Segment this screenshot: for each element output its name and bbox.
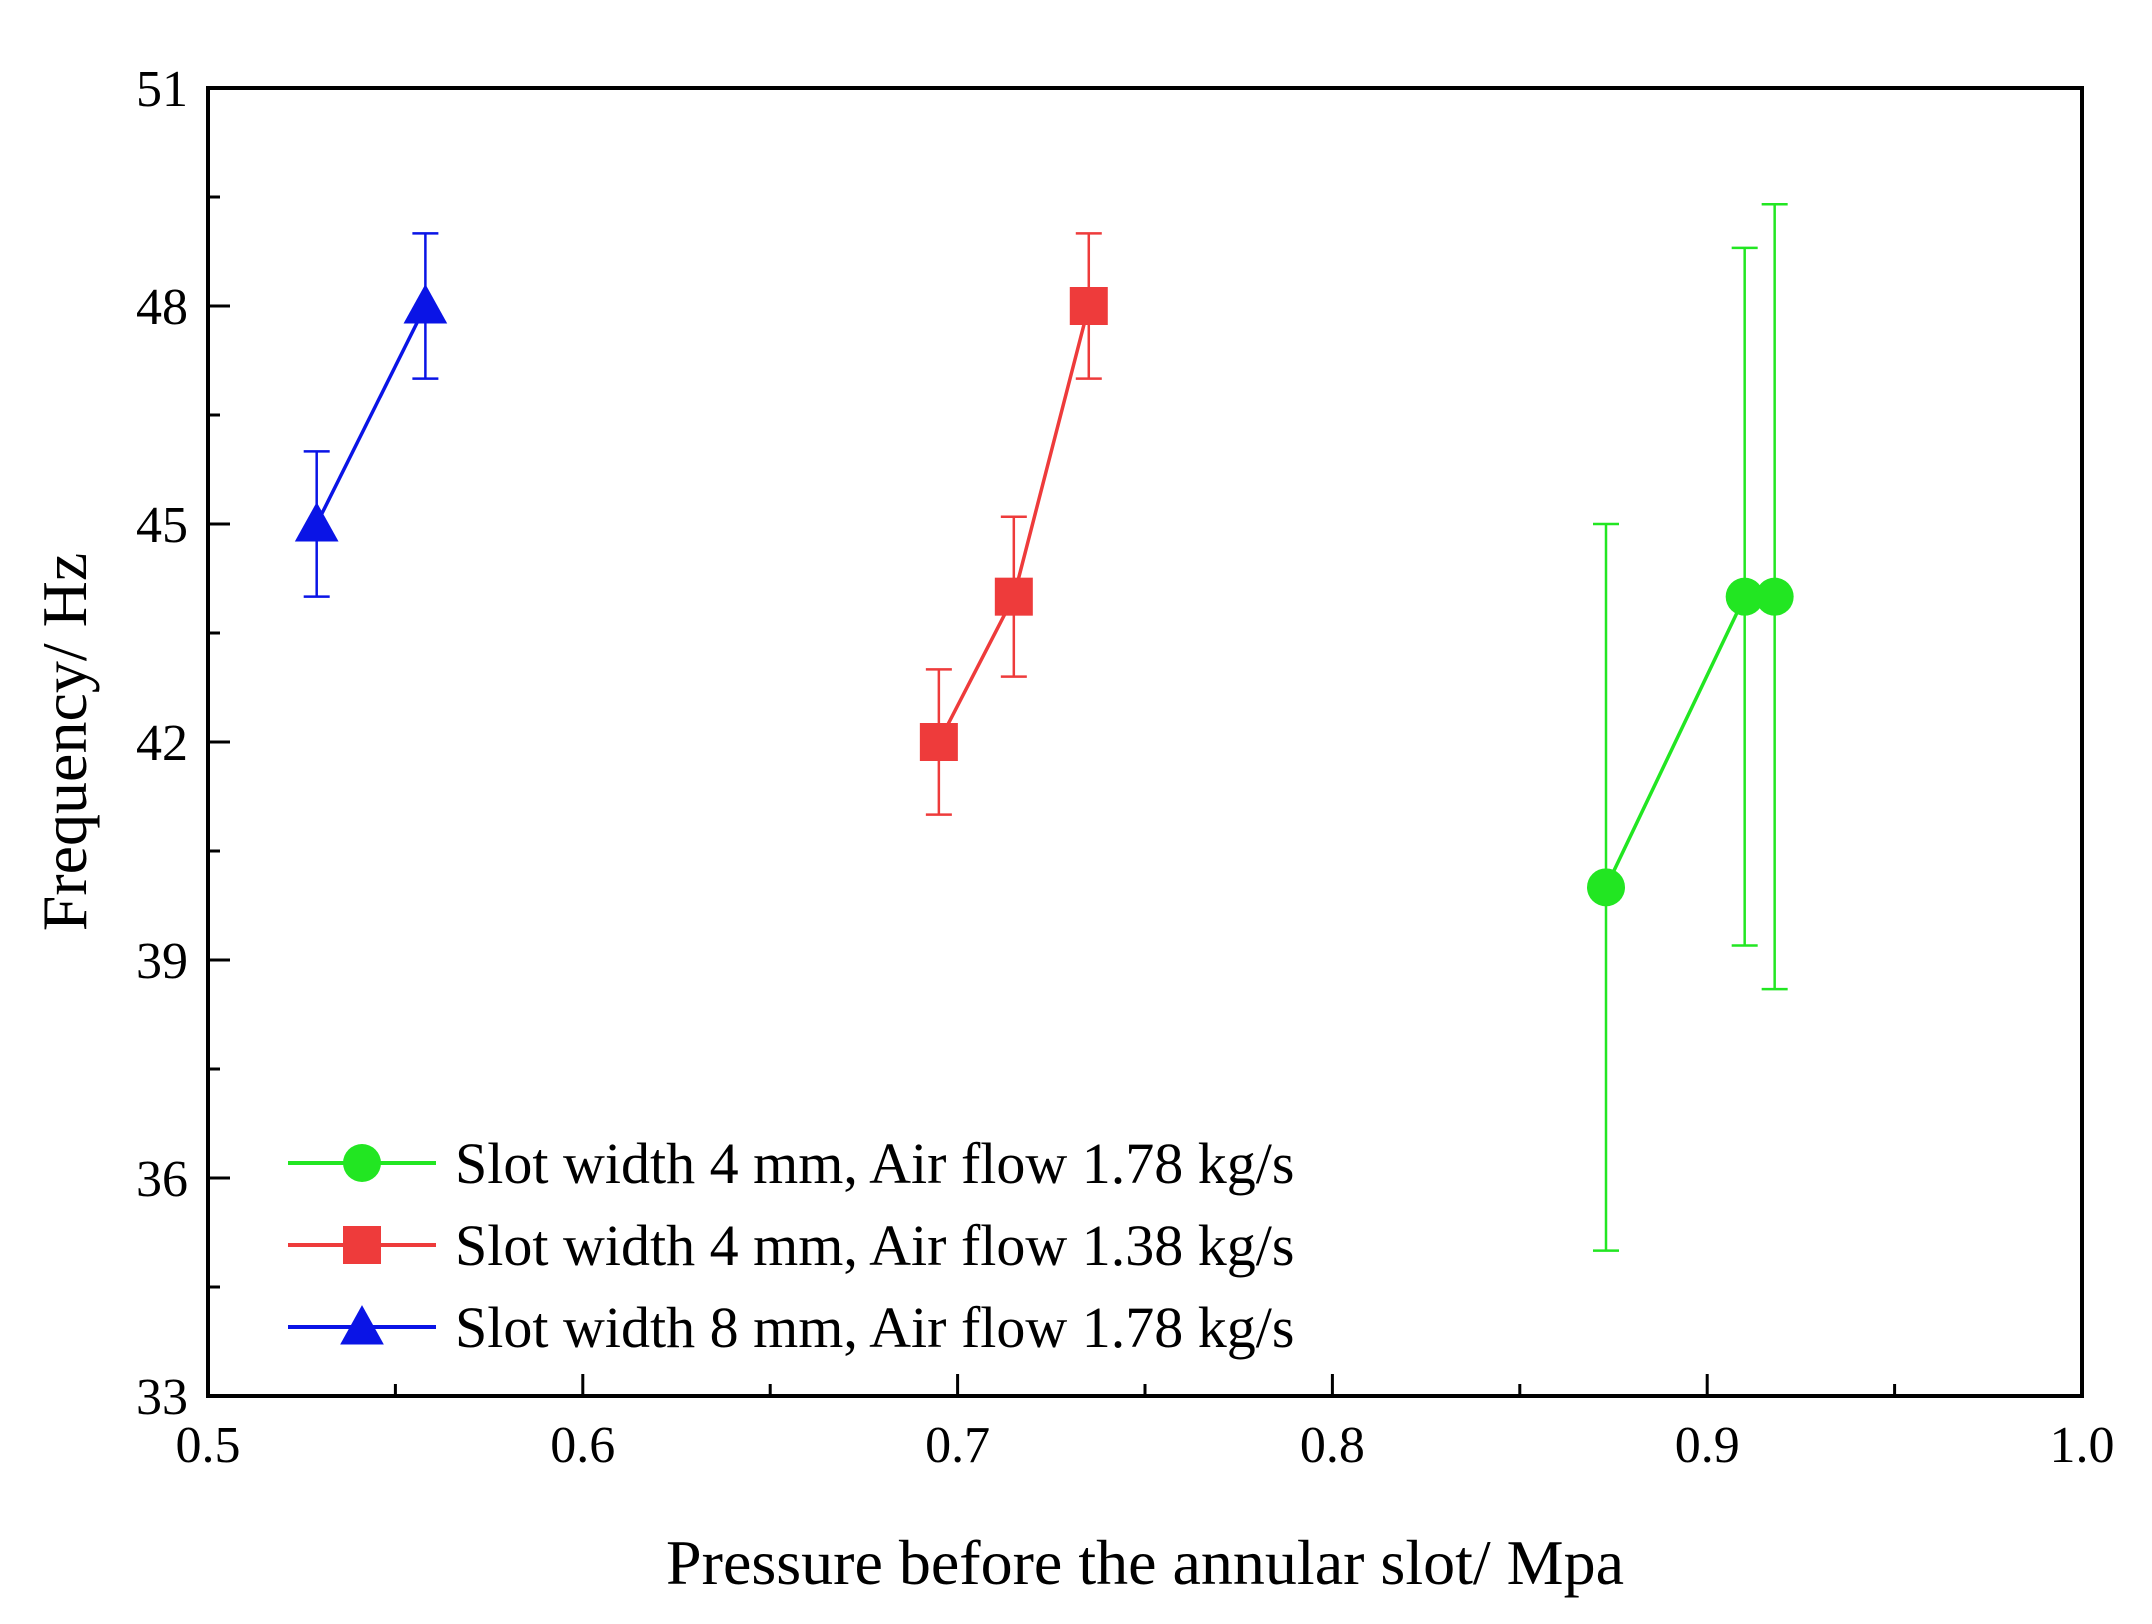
y-tick-label: 45 <box>136 497 188 554</box>
x-tick-label: 0.9 <box>1675 1417 1740 1474</box>
data-point <box>1587 868 1626 907</box>
plot-frame <box>206 86 2084 1398</box>
data-point <box>1725 577 1764 616</box>
legend: Slot width 4 mm, Air flow 1.78 kg/s Slot … <box>288 1131 1294 1360</box>
legend-label: Slot width 8 mm, Air flow 1.78 kg/s <box>455 1295 1294 1360</box>
series-square <box>919 232 1108 816</box>
legend-marker <box>343 1144 381 1182</box>
series-triangle <box>294 232 448 598</box>
y-tick-label: 39 <box>136 933 188 990</box>
legend-marker <box>343 1226 381 1264</box>
plot-area <box>206 86 2084 1398</box>
series-line <box>1604 594 1775 889</box>
data-point <box>994 577 1033 616</box>
x-tick-label: 0.6 <box>550 1417 615 1474</box>
x-tick-label: 0.8 <box>1300 1417 1365 1474</box>
data-point <box>919 723 958 761</box>
axis-ticks <box>206 86 2084 1398</box>
data-series <box>294 203 1794 1252</box>
y-tick-label: 51 <box>136 61 188 118</box>
y-tick-label: 48 <box>136 279 188 336</box>
data-point <box>294 502 339 542</box>
x-tick-label: 1.0 <box>2050 1417 2115 1474</box>
x-tick-label: 0.7 <box>925 1417 990 1474</box>
series-circle <box>1587 203 1794 1252</box>
data-point <box>1069 287 1108 325</box>
y-axis-title: Frequency/ Hz <box>29 553 100 932</box>
legend-marker <box>340 1305 384 1345</box>
x-axis-title: Pressure before the annular slot/ Mpa <box>666 1527 1624 1598</box>
data-point <box>1755 577 1794 616</box>
series-line <box>315 305 427 525</box>
y-tick-label: 42 <box>136 715 188 772</box>
legend-label: Slot width 4 mm, Air flow 1.38 kg/s <box>455 1213 1294 1278</box>
data-point <box>403 284 448 324</box>
y-tick-label: 33 <box>136 1369 188 1426</box>
y-tick-labels: 33 36 39 42 45 48 51 <box>136 61 188 1426</box>
y-tick-label: 36 <box>136 1151 188 1208</box>
legend-label: Slot width 4 mm, Air flow 1.78 kg/s <box>455 1131 1294 1196</box>
x-tick-labels: 0.5 0.6 0.7 0.8 0.9 1.0 <box>176 1417 2115 1474</box>
x-tick-label: 0.5 <box>176 1417 241 1474</box>
